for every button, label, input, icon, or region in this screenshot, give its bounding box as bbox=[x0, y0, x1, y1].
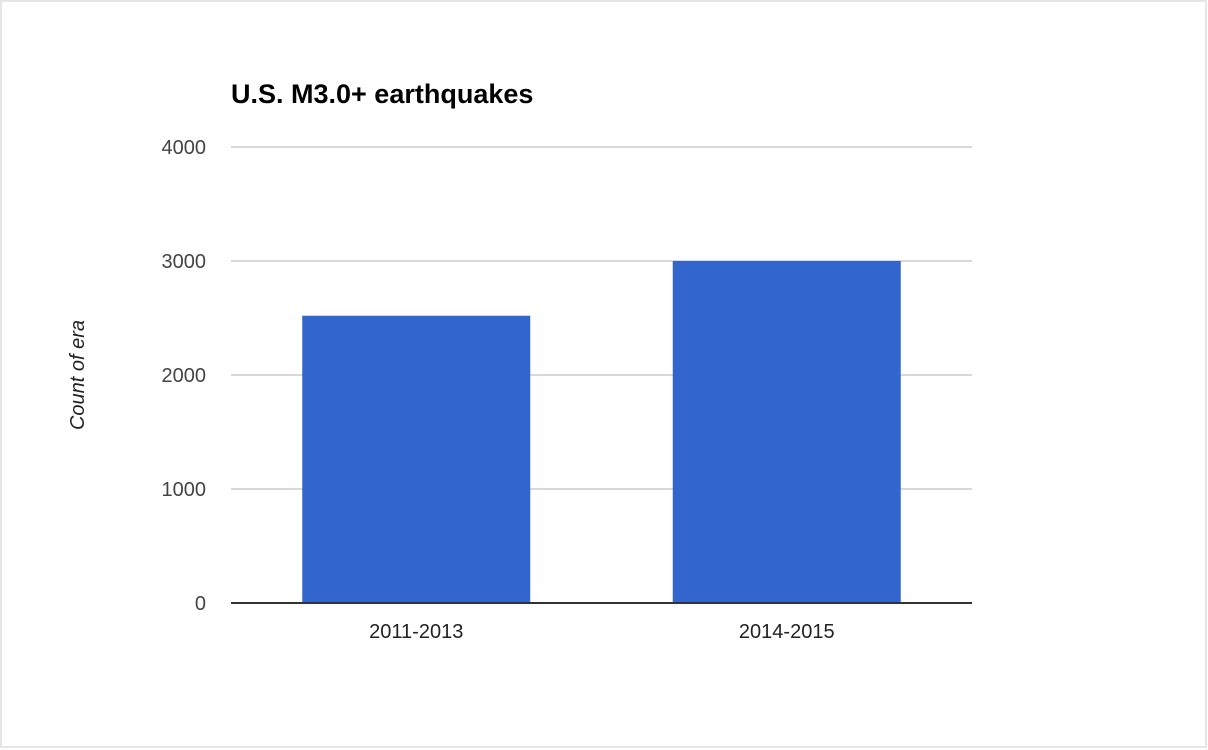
y-axis-label: Count of era bbox=[67, 320, 89, 430]
chart-title: U.S. M3.0+ earthquakes bbox=[231, 79, 533, 109]
y-axis-ticks: 0 1000 2000 3000 4000 bbox=[162, 137, 207, 615]
y-tick-label: 3000 bbox=[162, 251, 207, 273]
x-tick-label: 2011-2013 bbox=[369, 621, 463, 643]
x-axis-ticks: 2011-2013 2014-2015 bbox=[369, 621, 834, 643]
x-tick-label: 2014-2015 bbox=[739, 621, 835, 643]
y-tick-label: 1000 bbox=[162, 479, 207, 501]
bar-2011-2013 bbox=[302, 315, 531, 603]
bar-2014-2015 bbox=[672, 261, 901, 603]
y-tick-label: 4000 bbox=[162, 137, 207, 159]
bars bbox=[302, 261, 901, 603]
y-tick-label: 0 bbox=[195, 593, 206, 615]
y-tick-label: 2000 bbox=[162, 365, 207, 387]
